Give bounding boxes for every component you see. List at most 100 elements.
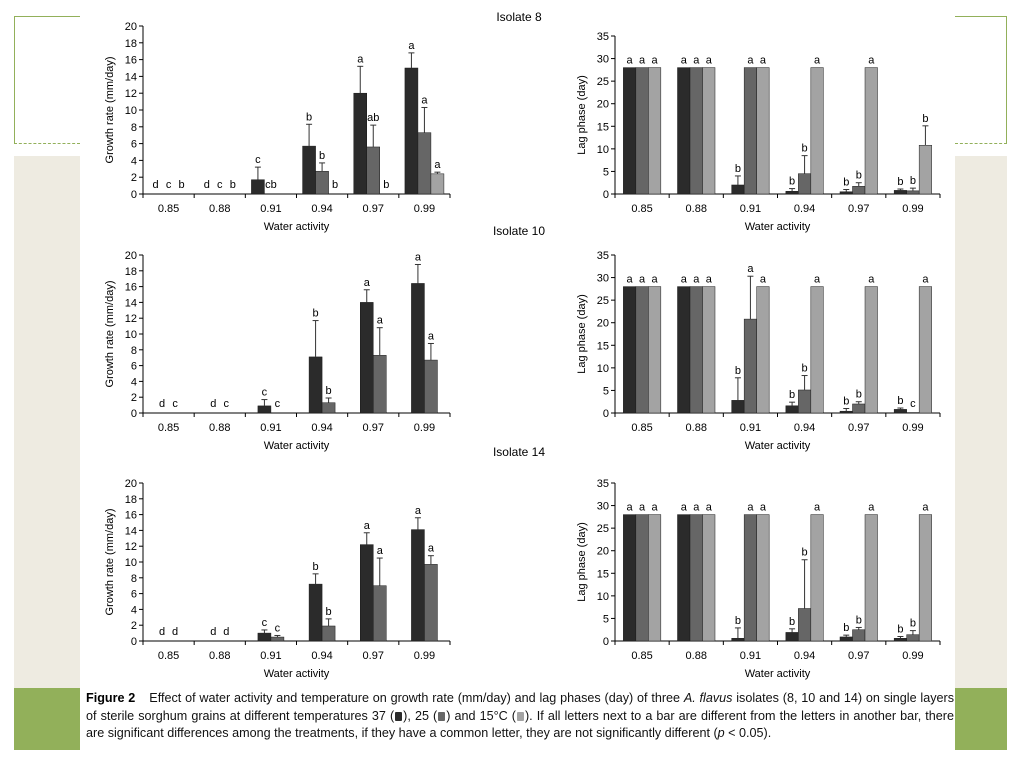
- bar: [731, 638, 745, 642]
- significance-letter: c: [217, 179, 223, 191]
- significance-letter: b: [789, 389, 795, 401]
- significance-letter: b: [383, 179, 389, 191]
- significance-letter: a: [814, 274, 821, 286]
- figure-label: Figure 2: [86, 691, 136, 705]
- x-tick-label: 0.94: [794, 650, 815, 662]
- bar: [893, 638, 907, 642]
- y-tick-label: 2: [131, 172, 137, 184]
- bar: [810, 67, 824, 195]
- significance-letter: c: [172, 398, 178, 410]
- y-tick-label: 14: [125, 525, 137, 537]
- side-panel-right: [955, 156, 1007, 716]
- bar: [918, 144, 932, 195]
- significance-letter: a: [693, 502, 700, 514]
- x-tick-label: 0.94: [311, 422, 332, 434]
- bar: [785, 191, 799, 195]
- bar: [756, 67, 770, 195]
- significance-letter: a: [681, 502, 688, 514]
- bar: [918, 514, 932, 642]
- bar: [366, 146, 380, 195]
- bar: [424, 564, 438, 642]
- significance-letter: b: [326, 606, 332, 618]
- significance-letter: a: [868, 55, 875, 67]
- significance-letter: b: [789, 616, 795, 628]
- significance-letter: a: [377, 315, 384, 327]
- isolate-title: Isolate 14: [493, 445, 545, 459]
- significance-letter: a: [693, 274, 700, 286]
- y-tick-label: 8: [131, 573, 137, 585]
- legend-swatch-15: [516, 711, 524, 721]
- caption-p-italic: p: [717, 726, 725, 740]
- caption-part-3: ), 25 (: [403, 708, 438, 723]
- bar: [648, 67, 662, 195]
- y-tick-label: 25: [597, 295, 609, 307]
- x-tick-label: 0.88: [686, 650, 707, 662]
- bar: [308, 356, 323, 414]
- bar: [424, 359, 438, 414]
- bar: [893, 409, 907, 414]
- x-axis-label: Water activity: [264, 221, 330, 233]
- bar: [702, 514, 716, 642]
- significance-letter: b: [856, 170, 862, 182]
- significance-letter: a: [639, 274, 646, 286]
- significance-letter: b: [319, 150, 325, 162]
- significance-letter: a: [760, 55, 767, 67]
- y-tick-label: 20: [597, 99, 609, 111]
- y-tick-label: 5: [603, 613, 609, 625]
- y-tick-label: 8: [131, 345, 137, 357]
- x-axis-label: Water activity: [745, 668, 811, 680]
- bar: [373, 355, 387, 414]
- x-tick-label: 0.97: [363, 422, 384, 434]
- y-tick-label: 35: [597, 31, 609, 43]
- bar: [257, 632, 272, 642]
- significance-letter: a: [639, 502, 646, 514]
- y-axis-label: Lag phase (day): [576, 522, 588, 602]
- x-axis-label: Water activity: [745, 440, 811, 452]
- significance-letter: b: [843, 176, 849, 188]
- x-tick-label: 0.85: [158, 650, 179, 662]
- x-tick-label: 0.85: [158, 203, 179, 215]
- significance-letter: b: [922, 113, 928, 125]
- x-tick-label: 0.88: [686, 422, 707, 434]
- bar: [864, 286, 878, 414]
- bar: [648, 514, 662, 642]
- x-tick-label: 0.97: [848, 422, 869, 434]
- significance-letter: a: [814, 55, 821, 67]
- x-tick-label: 0.99: [414, 203, 435, 215]
- significance-letter: a: [428, 543, 435, 555]
- bar: [702, 286, 716, 414]
- y-tick-label: 6: [131, 589, 137, 601]
- bar: [731, 184, 745, 195]
- x-tick-label: 0.99: [902, 650, 923, 662]
- x-tick-label: 0.91: [260, 650, 281, 662]
- significance-letter: d: [159, 626, 165, 638]
- significance-letter: a: [706, 55, 713, 67]
- significance-letter: b: [843, 622, 849, 634]
- x-tick-label: 0.91: [260, 422, 281, 434]
- y-tick-label: 5: [603, 166, 609, 178]
- significance-letter: a: [760, 502, 767, 514]
- bar: [852, 403, 866, 414]
- bar: [623, 514, 637, 642]
- x-tick-label: 0.88: [686, 203, 707, 215]
- bar: [677, 514, 691, 642]
- x-tick-label: 0.88: [209, 650, 230, 662]
- bar: [417, 132, 432, 195]
- bar: [411, 283, 425, 414]
- significance-letter: b: [843, 395, 849, 407]
- bar: [302, 145, 316, 195]
- significance-letter: d: [204, 179, 210, 191]
- significance-letter: b: [897, 623, 903, 635]
- bar: [756, 514, 770, 642]
- significance-letter: d: [159, 398, 165, 410]
- significance-letter: a: [681, 55, 688, 67]
- y-tick-label: 5: [603, 385, 609, 397]
- significance-letter: a: [747, 263, 754, 275]
- significance-letter: c: [224, 398, 230, 410]
- bar: [893, 190, 907, 195]
- y-tick-label: 4: [131, 376, 137, 388]
- frame-left-top: [14, 16, 80, 144]
- x-tick-label: 0.97: [363, 203, 384, 215]
- bar: [864, 514, 878, 642]
- y-tick-label: 10: [125, 105, 137, 117]
